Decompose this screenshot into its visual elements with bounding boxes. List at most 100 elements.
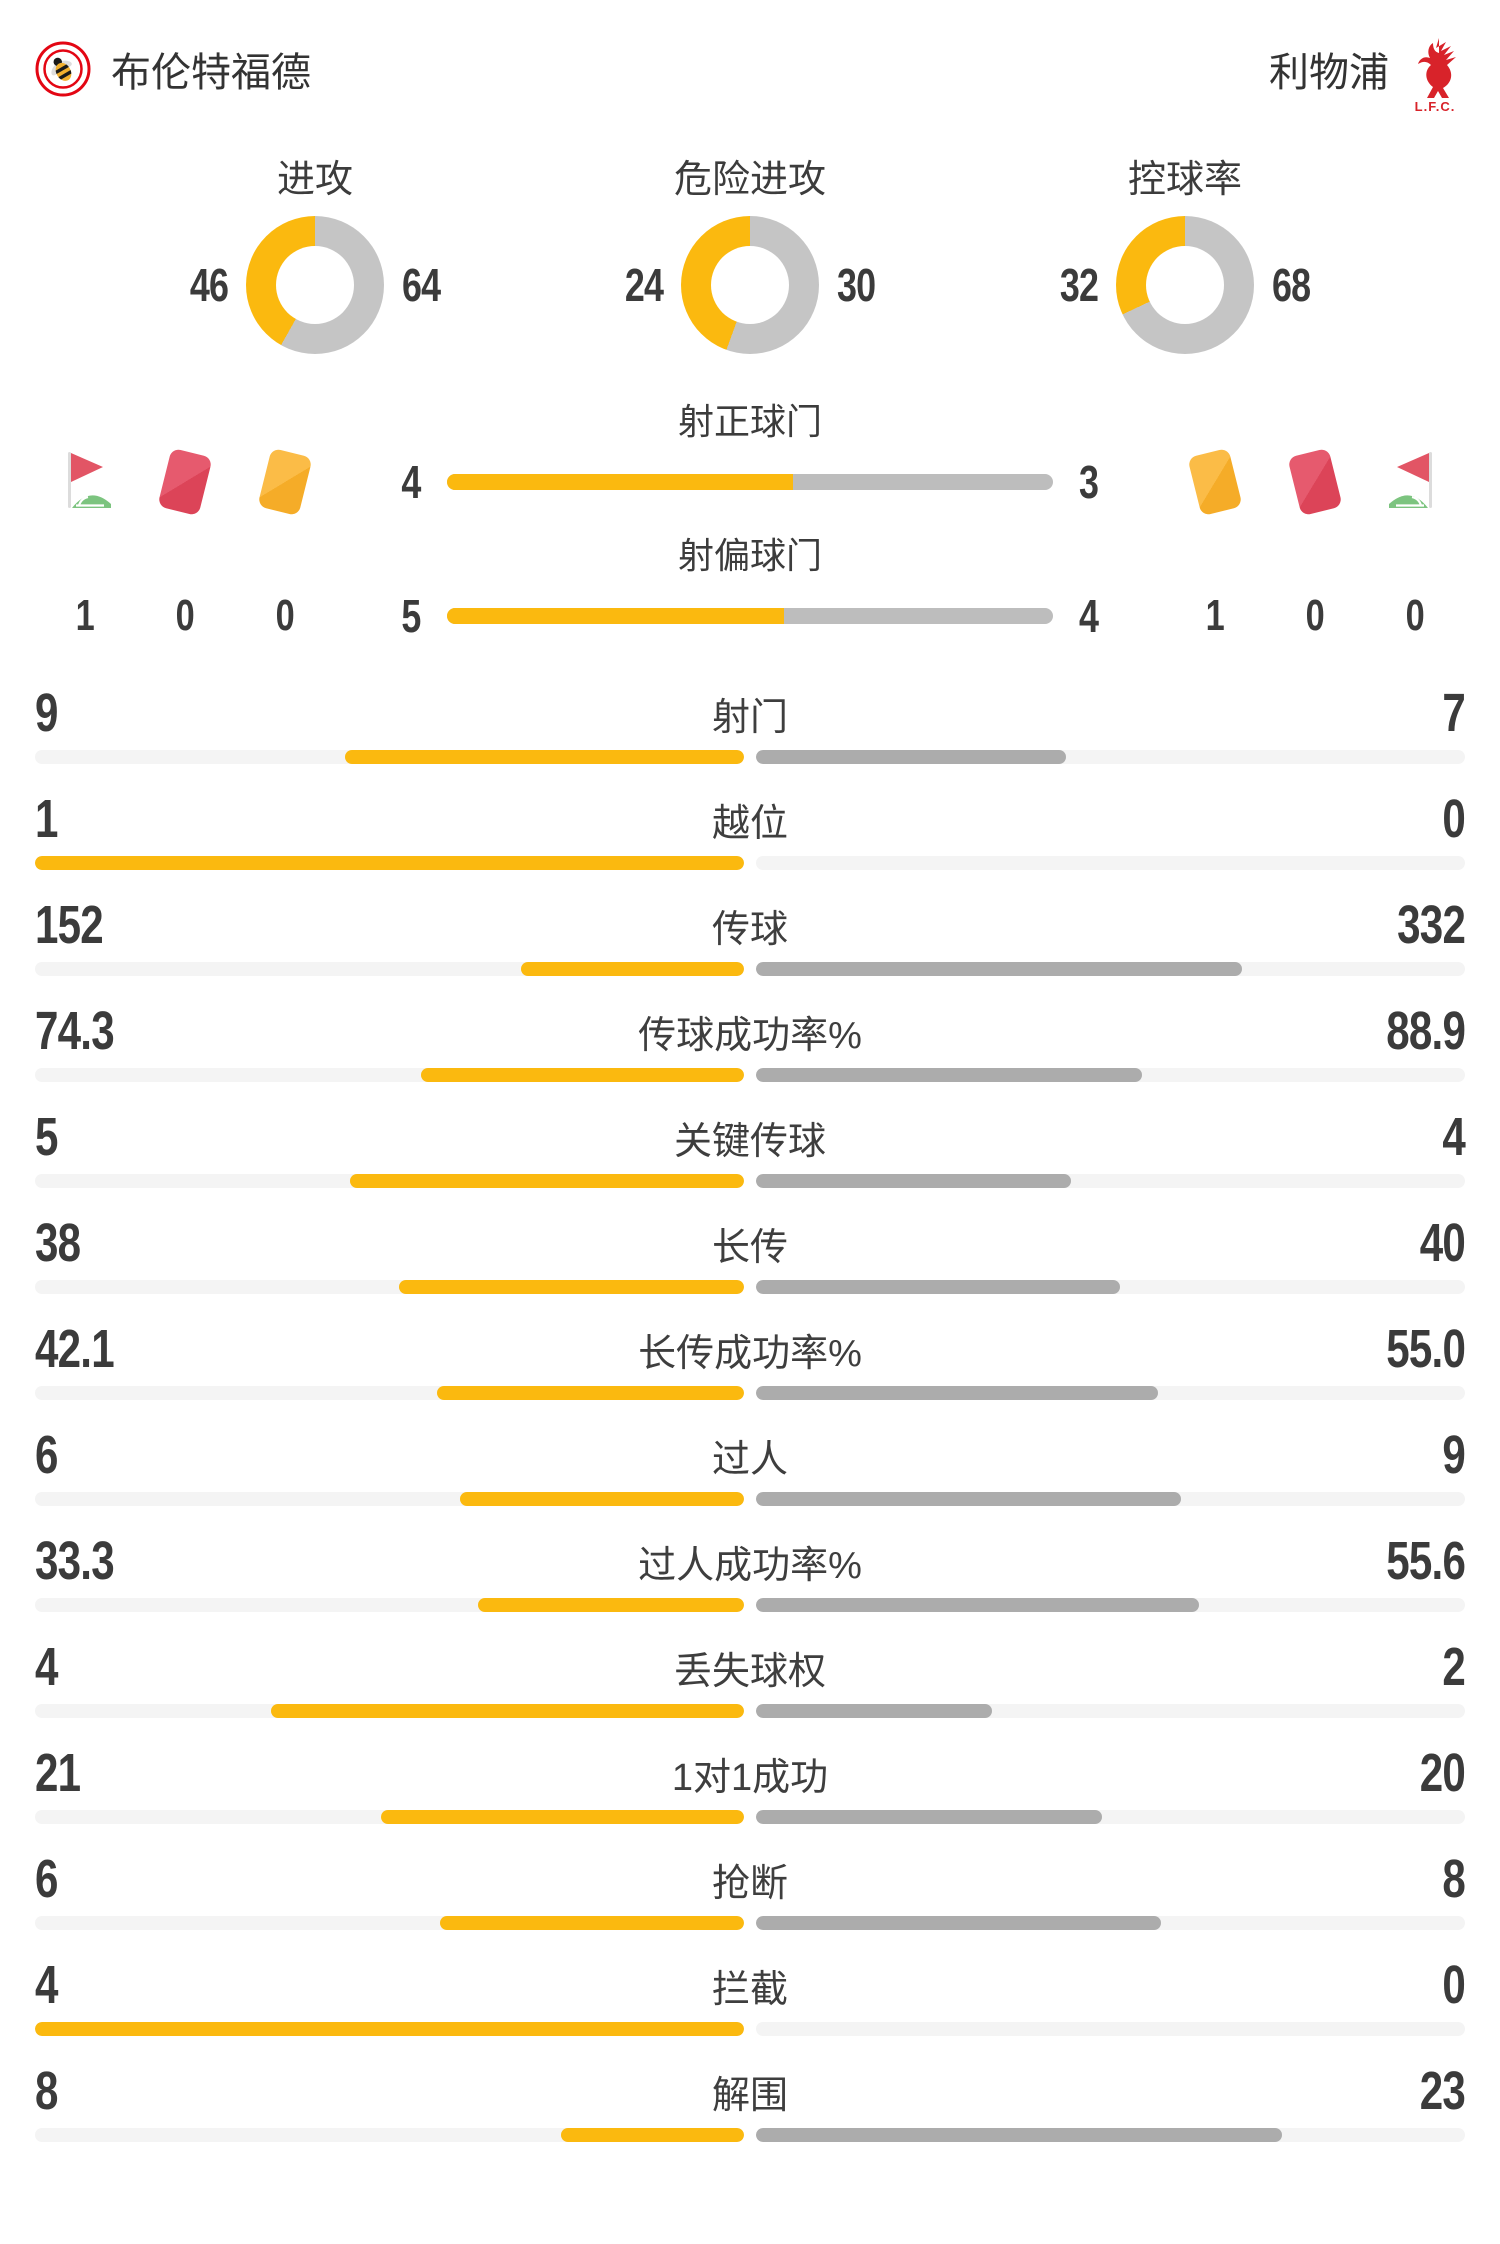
home-shots-off-target-value: 5 [401, 590, 422, 642]
shots-on-target-bar [447, 474, 1053, 490]
red-card-icon [1287, 447, 1343, 517]
donut-title: 控球率 [1127, 159, 1242, 201]
away-team-name: 利物浦 [1269, 51, 1389, 95]
donut-title: 危险进攻 [673, 159, 826, 201]
discipline-count: 1 [75, 591, 95, 640]
stat-bar [35, 1174, 1465, 1188]
stat-label: 关键传球 [673, 1120, 826, 1163]
stat-away-value: 9 [1442, 1425, 1465, 1485]
home-team-name: 布伦特福德 [111, 51, 311, 95]
stat-row: 6 过人 9 [35, 1424, 1466, 1530]
shots-on-target-title: 射正球门 [677, 401, 822, 442]
corner-flag-icon [57, 449, 113, 516]
stat-away-value: 55.6 [1386, 1531, 1466, 1591]
red-card-icon [157, 447, 213, 517]
stat-home-value: 6 [35, 1849, 58, 1909]
discipline-count: 0 [1405, 591, 1425, 640]
stat-away-value: 2 [1442, 1637, 1465, 1697]
donut-home-value: 46 [189, 259, 229, 311]
stat-home-value: 5 [35, 1107, 58, 1167]
stat-row: 42.1 长传成功率% 55.0 [35, 1318, 1466, 1424]
donut-away-value: 68 [1272, 259, 1311, 311]
stat-label: 拦截 [711, 1968, 788, 2011]
donut-column: 控球率 32 68 [968, 156, 1403, 354]
stat-away-value: 0 [1442, 1955, 1465, 2015]
stats-list: 9 射门 7 1 越位 0 152 传球 332 [35, 682, 1466, 2166]
donut-home-value: 24 [624, 259, 664, 311]
stat-label: 射门 [711, 696, 788, 739]
stat-bar [35, 1280, 1465, 1294]
stat-bar [35, 856, 1465, 870]
home-discipline-icons [35, 447, 335, 517]
stat-label: 传球成功率% [638, 1014, 862, 1057]
stat-row: 74.3 传球成功率% 88.9 [35, 1000, 1466, 1106]
donut-away-value: 30 [837, 259, 876, 311]
stat-away-value: 55.0 [1386, 1319, 1466, 1379]
discipline-count: 0 [1305, 591, 1325, 640]
stat-bar [35, 2128, 1465, 2142]
stat-bar [35, 1492, 1465, 1506]
stat-home-value: 6 [35, 1425, 58, 1485]
lfc-caption: L.F.C. [1415, 99, 1456, 114]
liverpool-crest-icon: L.F.C. [1405, 34, 1465, 114]
stat-row: 152 传球 332 [35, 894, 1466, 1000]
stat-bar [35, 962, 1465, 976]
stat-home-value: 38 [35, 1213, 81, 1273]
stat-label: 过人 [711, 1438, 788, 1481]
stat-label: 越位 [711, 802, 788, 845]
stat-home-value: 8 [35, 2061, 58, 2121]
away-shots-off-target-value: 4 [1079, 590, 1099, 642]
shots-off-target-title: 射偏球门 [677, 535, 822, 576]
stat-row: 6 抢断 8 [35, 1848, 1466, 1954]
stat-bar [35, 1810, 1465, 1824]
stat-label: 解围 [711, 2074, 788, 2117]
stat-bar [35, 1598, 1465, 1612]
donut-column: 进攻 46 64 [98, 156, 533, 354]
stat-home-value: 9 [35, 683, 58, 743]
donut-chart [681, 216, 819, 354]
stat-row: 4 拦截 0 [35, 1954, 1466, 2060]
stat-away-value: 88.9 [1386, 1001, 1466, 1061]
stat-label: 丢失球权 [673, 1650, 826, 1693]
away-discipline-icons [1165, 447, 1465, 517]
stat-home-value: 33.3 [35, 1531, 115, 1591]
away-discipline-values: 1 0 0 [1165, 591, 1465, 641]
stat-home-value: 152 [35, 895, 104, 955]
donut-section: 进攻 46 64 危险进攻 24 30 控球率 32 68 [35, 156, 1465, 354]
stat-home-value: 4 [35, 1955, 58, 2015]
match-header: 布伦特福德 利物浦 L.F.C. [35, 36, 1465, 114]
stat-bar [35, 1916, 1465, 1930]
home-discipline-values: 1 0 0 [35, 591, 335, 641]
stat-bar [35, 1068, 1465, 1082]
stat-row: 33.3 过人成功率% 55.6 [35, 1530, 1466, 1636]
stat-label: 传球 [711, 908, 788, 951]
stat-label: 长传成功率% [638, 1332, 862, 1375]
stat-home-value: 4 [35, 1637, 58, 1697]
stat-away-value: 40 [1419, 1213, 1466, 1273]
stat-home-value: 1 [35, 789, 58, 849]
stat-home-value: 21 [35, 1743, 81, 1803]
shots-off-target-bar [447, 608, 1053, 624]
stat-away-value: 7 [1442, 683, 1465, 743]
donut-column: 危险进攻 24 30 [533, 156, 968, 354]
discipline-count: 0 [275, 591, 295, 640]
stat-row: 8 解围 23 [35, 2060, 1466, 2166]
stat-row: 4 丢失球权 2 [35, 1636, 1466, 1742]
stat-bar [35, 2022, 1465, 2036]
shots-off-target-row: 1 0 0 5 4 1 0 0 [35, 578, 1465, 654]
yellow-card-icon [1187, 447, 1243, 517]
stat-row: 9 射门 7 [35, 682, 1466, 788]
stat-away-value: 23 [1419, 2061, 1466, 2121]
stat-label: 1对1成功 [671, 1756, 829, 1799]
match-stats-page: 布伦特福德 利物浦 L.F.C. 进攻 46 64 危险进攻 24 30 控球率… [35, 36, 1466, 2166]
stat-away-value: 8 [1442, 1849, 1465, 1909]
donut-chart [246, 216, 384, 354]
stat-row: 5 关键传球 4 [35, 1106, 1466, 1212]
stat-away-value: 4 [1442, 1107, 1465, 1167]
away-shots-on-target-value: 3 [1079, 456, 1099, 508]
stat-away-value: 20 [1419, 1743, 1466, 1803]
stat-row: 21 1对1成功 20 [35, 1742, 1466, 1848]
discipline-count: 0 [175, 591, 195, 640]
stat-label: 抢断 [711, 1862, 788, 1905]
donut-title: 进攻 [276, 159, 353, 201]
